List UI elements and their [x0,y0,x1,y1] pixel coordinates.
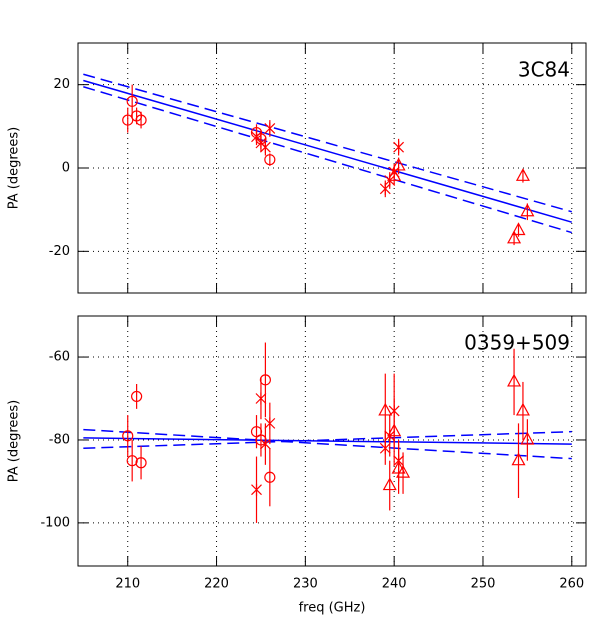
annotation: 0359+509 [464,331,570,355]
x-tick-label: 250 [471,577,496,592]
marker [391,157,406,171]
marker [251,130,262,143]
marker [393,141,405,154]
marker [507,373,522,387]
marker [382,477,397,491]
fit-line [83,79,572,223]
marker [126,95,138,107]
x-tick-label: 240 [382,577,407,592]
y-tick-label: -60 [49,350,70,365]
y-tick-label: -80 [49,432,70,447]
marker [251,483,262,496]
marker [264,122,276,135]
marker [264,471,276,483]
marker [131,390,143,403]
y-tick-label: 20 [53,77,70,92]
fit-line [83,437,572,445]
marker [135,114,147,126]
fit-line [83,430,572,450]
marker [259,141,271,154]
x-tick-label: 230 [293,577,318,592]
annotation: 3C84 [518,58,570,82]
marker [264,417,276,430]
x-axis-label: freq (GHz) [299,601,366,616]
plot-frame [77,42,587,294]
marker [396,464,411,478]
y-tick-label: -20 [49,244,70,259]
fit-line [83,73,572,213]
marker [122,114,134,126]
plot-frame [77,315,587,567]
marker [507,230,522,244]
marker [520,203,535,217]
marker [515,402,530,416]
marker [135,457,147,469]
marker [515,168,530,181]
marker [391,460,406,474]
marker [264,154,276,166]
x-tick-label: 260 [559,577,584,592]
x-tick-label: 210 [115,577,140,592]
marker [255,392,267,405]
marker [126,455,138,467]
y-axis-label: PA (degrees) [7,127,22,210]
y-tick-label: 0 [62,161,70,176]
marker [520,431,535,445]
fit-line [83,428,572,460]
y-axis-label: PA (degrees) [7,400,22,483]
marker [511,452,526,466]
marker [122,430,134,442]
x-tick-label: 220 [204,577,229,592]
marker [378,402,393,416]
marker [387,423,402,437]
marker [511,222,526,236]
marker [259,438,271,451]
y-tick-label: -100 [40,515,70,530]
fit-line [83,86,573,234]
marker [387,168,402,181]
